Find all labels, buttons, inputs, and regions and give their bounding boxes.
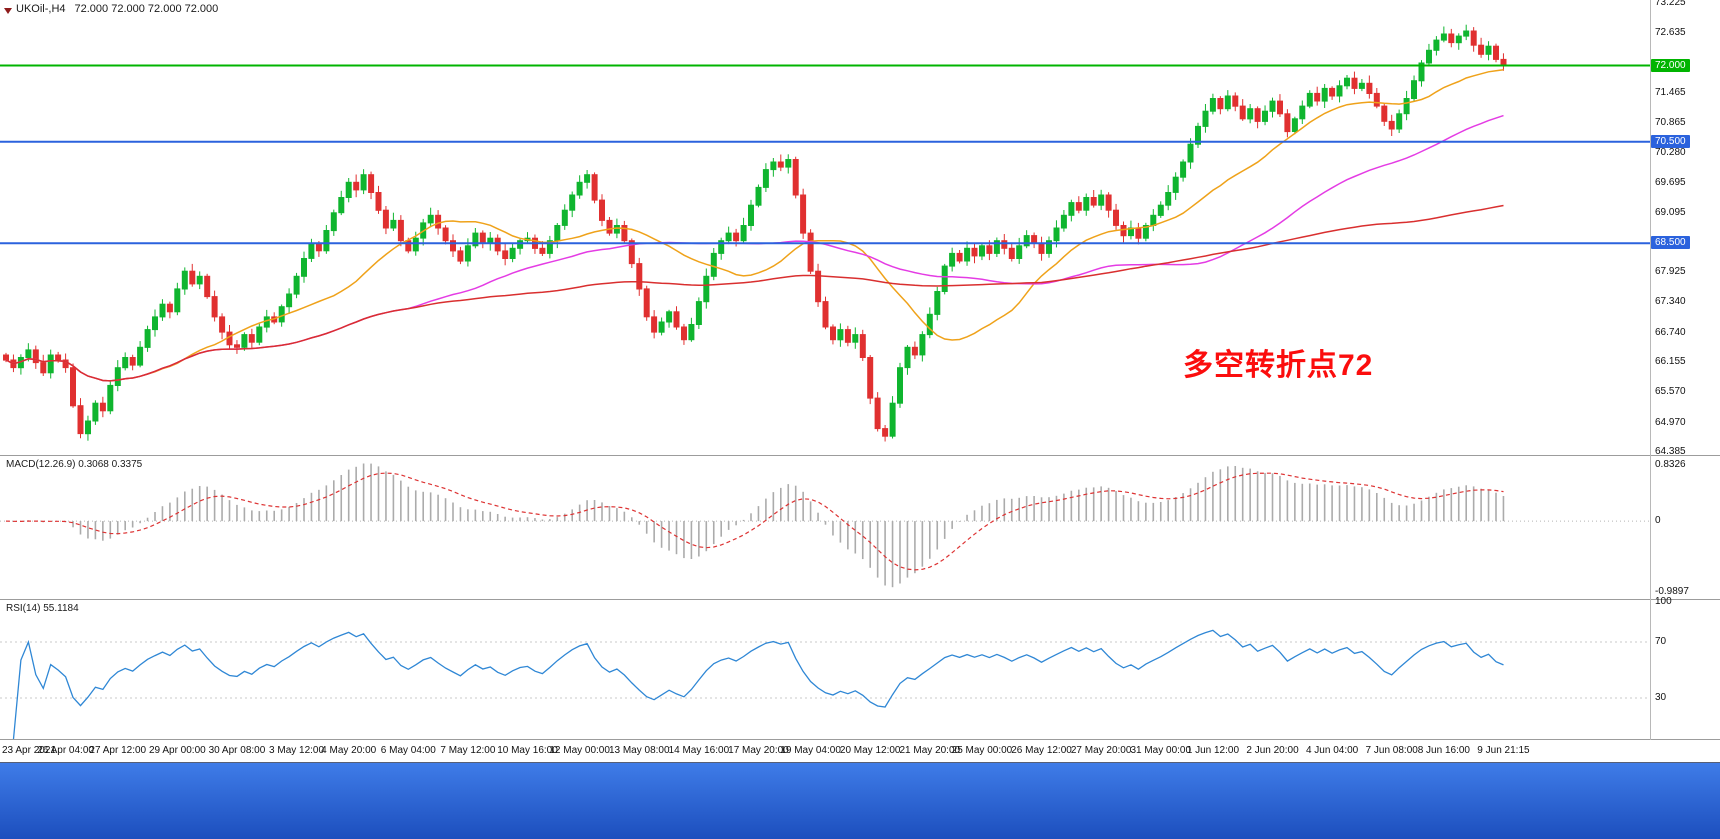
rsi-indicator-label: RSI(14) 55.1184: [6, 603, 79, 614]
price-tick-label: 69.695: [1655, 176, 1686, 188]
time-axis-label: 14 May 16:00: [668, 745, 730, 756]
time-axis-label: 7 May 12:00: [440, 745, 496, 756]
time-axis-label: 10 May 16:00: [497, 745, 558, 756]
price-tick-label: 67.925: [1655, 266, 1686, 278]
price-tick-label: 66.155: [1655, 356, 1686, 368]
time-axis-label: 29 Apr 00:00: [148, 745, 206, 756]
time-axis-label: 17 May 20:00: [728, 745, 789, 756]
time-axis-label: 4 Jun 04:00: [1305, 745, 1359, 756]
ma-line-20[interactable]: [5, 68, 1504, 382]
rsi-axis-label: 70: [1655, 636, 1667, 647]
price-axis[interactable]: [1650, 0, 1720, 740]
ohlc-text: 72.000 72.000 72.000 72.000: [74, 3, 219, 15]
time-axis-label: 23 Apr 2021: [2, 745, 56, 756]
macd-histogram[interactable]: [6, 463, 1505, 588]
price-tick-label: 72.635: [1655, 27, 1686, 39]
time-axis-label: 20 May 12:00: [839, 745, 901, 756]
time-axis-label: 9 Jun 21:15: [1477, 745, 1530, 756]
price-level-tag: 68.500: [1651, 236, 1690, 249]
rsi-axis-label: 30: [1655, 692, 1667, 703]
price-tick-label: 64.970: [1655, 416, 1686, 428]
price-level-tag: 70.500: [1651, 135, 1690, 148]
time-axis-label: 21 May 20:00: [899, 745, 961, 756]
chart-annotation: 多空转折点72: [1183, 349, 1374, 382]
macd-signal-line[interactable]: [5, 472, 1504, 571]
time-axis-label: 27 Apr 12:00: [89, 745, 147, 756]
time-axis-label: 12 May 00:00: [549, 745, 610, 756]
time-axis-label: 27 May 20:00: [1070, 745, 1132, 756]
time-axis-label: 31 May 00:00: [1130, 745, 1192, 756]
time-axis-label: 19 May 04:00: [780, 745, 841, 756]
price-tick-label: 67.340: [1655, 296, 1686, 308]
time-axis-label: 2 Jun 20:00: [1246, 745, 1299, 756]
time-axis-label: 25 May 00:00: [951, 745, 1013, 756]
time-axis-label: 1 Jun 12:00: [1186, 745, 1240, 756]
price-tick-label: 64.385: [1655, 446, 1686, 458]
ma-line-140[interactable]: [5, 204, 1504, 382]
time-axis-label: 26 May 12:00: [1011, 745, 1072, 756]
price-tick-label: 71.465: [1655, 86, 1686, 98]
time-axis-label: 13 May 08:00: [608, 745, 670, 756]
price-level-tag: 72.000: [1651, 59, 1690, 72]
symbol-marker-icon: [4, 8, 12, 14]
price-tick-label: 66.740: [1655, 326, 1686, 338]
symbol-ohlc-label: UKOil-,H4 72.000 72.000 72.000 72.000: [16, 3, 218, 15]
price-tick-label: 65.570: [1655, 386, 1686, 398]
symbol-text: UKOil-,H4: [16, 3, 66, 15]
macd-axis-label: 0: [1655, 515, 1661, 527]
time-axis-label: 30 Apr 08:00: [208, 745, 266, 756]
rsi-line[interactable]: [12, 629, 1504, 741]
price-tick-label: 70.280: [1655, 146, 1686, 158]
price-tick-label: 70.865: [1655, 117, 1686, 129]
bottom-bar: [0, 762, 1720, 839]
price-tick-label: 73.225: [1655, 0, 1686, 9]
time-axis-label: 4 May 20:00: [321, 745, 377, 756]
price-tick-label: 69.095: [1655, 207, 1686, 219]
macd-axis-label: 0.8326: [1655, 459, 1686, 470]
time-axis-label: 7 Jun 08:00: [1365, 745, 1418, 756]
time-axis-label: 8 Jun 16:00: [1417, 745, 1470, 756]
time-axis-label: 3 May 12:00: [269, 745, 325, 756]
time-axis[interactable]: [0, 740, 1720, 762]
macd-axis-label: -0.9897: [1655, 586, 1689, 597]
chart-canvas[interactable]: [0, 0, 1720, 762]
time-axis-label: 6 May 04:00: [380, 745, 436, 756]
rsi-axis-label: 100: [1655, 596, 1672, 607]
macd-indicator-label: MACD(12.26.9) 0.3068 0.3375: [6, 459, 143, 470]
time-axis-label: 26 Apr 04:00: [37, 745, 94, 756]
candles-group[interactable]: [3, 24, 1507, 442]
